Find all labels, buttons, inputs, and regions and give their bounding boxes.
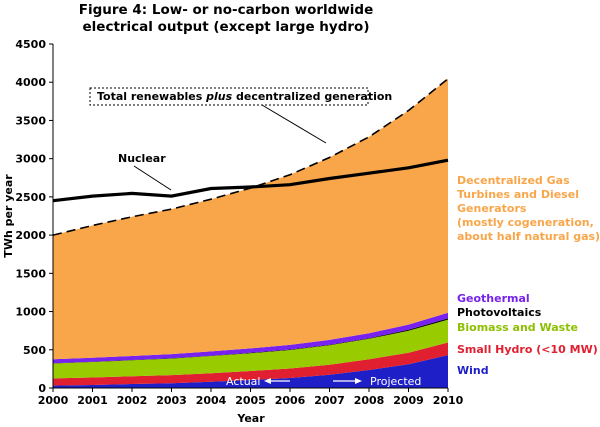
area-decentralized-gas-turbines-and-diesel-generators <box>53 78 448 360</box>
x-tick-label: 2010 <box>433 394 464 407</box>
x-tick-label: 2005 <box>235 394 266 407</box>
series-label-decentralized-gas-turbines-and-diesel-generators: (mostly cogeneration, <box>457 216 594 229</box>
series-label-photovoltaics: Photovoltaics <box>457 306 542 319</box>
x-tick-label: 2007 <box>314 394 345 407</box>
projected-arrow-head <box>355 378 362 384</box>
x-tick-label: 2002 <box>117 394 148 407</box>
y-tick-label: 4000 <box>15 76 46 89</box>
series-label-biomass-and-waste: Biomass and Waste <box>457 321 578 334</box>
y-axis-label: TWh per year <box>2 174 15 258</box>
x-tick-label: 2001 <box>77 394 108 407</box>
series-label-geothermal: Geothermal <box>457 292 530 305</box>
actual-arrow-head <box>264 378 271 384</box>
x-tick-label: 2003 <box>156 394 187 407</box>
nuclear-annotation: Nuclear <box>118 152 166 165</box>
x-tick-label: 2006 <box>275 394 306 407</box>
y-tick-label: 4500 <box>15 38 46 51</box>
y-tick-label: 3500 <box>15 114 46 127</box>
line-nuclear <box>52 158 449 203</box>
axes: 0 500 1000 1500 2000 2500 3000 3500 4000 4500 2000… <box>15 38 463 407</box>
series-label-decentralized-gas-turbines-and-diesel-generators: Turbines and Diesel <box>457 188 579 201</box>
total-renewables-annotation: Total renewables plus decentralized gene… <box>97 90 392 103</box>
x-tick-label: 2000 <box>38 394 69 407</box>
nuclear-leader-line <box>133 165 172 191</box>
series-labels: Wind Small Hydro (<10 MW) Biomass and Wast… <box>457 174 600 377</box>
series-label-decentralized-gas-turbines-and-diesel-generators: about half natural gas) <box>457 230 600 243</box>
total-renewables-leader-line <box>261 104 327 144</box>
area-biomass-and-waste <box>53 319 448 379</box>
actual-label: Actual <box>226 375 260 388</box>
series-label-decentralized-gas-turbines-and-diesel-generators: Generators <box>457 202 527 215</box>
total-renewables-text-italic: plus <box>205 90 232 103</box>
series-label-decentralized-gas-turbines-and-diesel-generators: Decentralized Gas <box>457 174 570 187</box>
area-small-hydro-10-mw <box>53 342 448 386</box>
chart-title-line-2: electrical output (except large hydro) <box>83 19 370 35</box>
y-tick-label: 2500 <box>15 191 46 204</box>
y-tick-label: 0 <box>38 382 46 395</box>
y-tick-label: 1000 <box>15 306 46 319</box>
line-total-renewables-plus-decentralized-generation <box>52 78 449 236</box>
stacked-areas <box>53 78 448 388</box>
total-renewables-text-post: decentralized generation <box>232 90 392 103</box>
y-tick-label: 3000 <box>15 153 46 166</box>
y-tick-label: 2000 <box>15 229 46 242</box>
x-tick-label: 2008 <box>354 394 385 407</box>
total-renewables-text-pre: Total renewables <box>97 90 206 103</box>
series-label-small-hydro-10-mw: Small Hydro (<10 MW) <box>457 343 598 356</box>
x-axis-label: Year <box>236 412 265 425</box>
area-geothermal <box>53 312 448 364</box>
area-wind <box>53 355 448 388</box>
x-tick-label: 2004 <box>196 394 227 407</box>
line-series <box>52 78 449 236</box>
y-tick-label: 1500 <box>15 267 46 280</box>
chart-title-line-1: Figure 4: Low- or no-carbon worldwide <box>79 2 374 18</box>
x-tick-label: 2009 <box>393 394 424 407</box>
series-label-wind: Wind <box>457 364 489 377</box>
total-renewables-box <box>89 87 369 106</box>
y-tick-label: 500 <box>23 344 46 357</box>
projected-label: Projected <box>370 375 421 388</box>
